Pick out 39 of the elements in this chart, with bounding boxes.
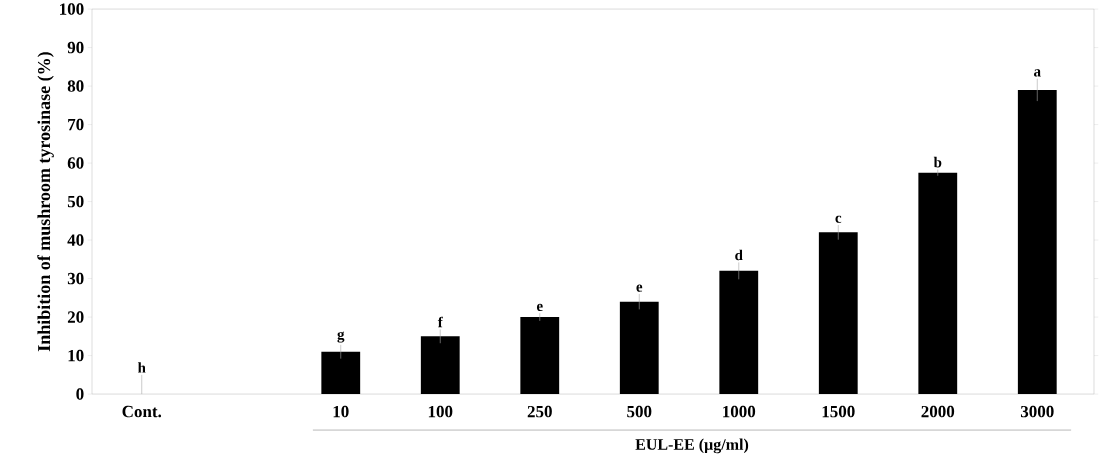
annotation: d [735,249,743,261]
bar [918,172,958,395]
annotation: a [1034,69,1041,77]
annotation: c [835,215,842,223]
y-tick-label: 10 [68,349,84,362]
x-tick-label: Cont. [122,405,162,418]
y-tick-label: 30 [67,272,84,285]
bar [619,301,659,395]
y-tick-label: 70 [68,118,84,131]
x-tick-label: 1000 [723,405,756,418]
y-tick-label: 20 [67,311,84,323]
annotation: e [636,284,643,292]
x-tick-label: 100 [428,405,453,418]
x-axis-title: EUL-EE (µg/ml) [635,438,749,454]
y-axis-title: Inhibition of mushroom tyrosinase (%) [37,52,54,352]
bar [520,317,560,395]
bar [321,351,361,395]
annotation: e [536,303,543,311]
y-tick-label: 60 [67,157,84,169]
x-tick-label: 1500 [822,405,855,418]
annotation: g [337,331,345,343]
y-tick-label: 80 [67,80,84,92]
y-tick-label: 40 [67,234,84,246]
x-tick-label: 250 [527,405,552,418]
bar [1017,89,1057,395]
x-tick-label: 10 [333,405,349,418]
x-tick-label: 500 [627,405,652,418]
y-tick-label: 100 [60,3,84,15]
y-tick-label: 90 [67,41,84,54]
annotation: b [933,156,942,168]
x-tick-label: 3000 [1020,405,1054,418]
y-tick-label: 50 [67,195,84,208]
bar [818,232,858,395]
x-tick-label: 2000 [921,405,955,418]
annotation: f [437,316,443,328]
y-tick-label: 0 [76,388,84,400]
bar [420,336,460,395]
annotation: h [137,362,146,373]
bar [719,270,759,395]
